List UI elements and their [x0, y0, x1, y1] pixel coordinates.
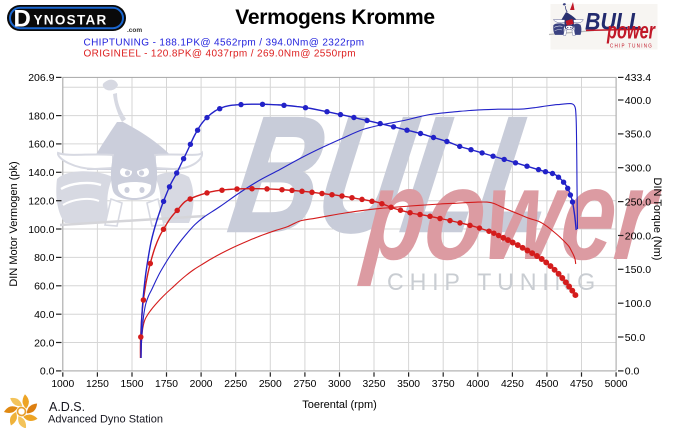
- svg-text:100.0: 100.0: [28, 224, 54, 236]
- svg-text:1250: 1250: [86, 379, 109, 390]
- svg-text:DIN Motor Vermogen (pk): DIN Motor Vermogen (pk): [8, 161, 20, 286]
- svg-text:Advanced Dyno Station: Advanced Dyno Station: [48, 414, 163, 426]
- svg-text:4000: 4000: [466, 379, 489, 390]
- svg-text:120.0: 120.0: [28, 196, 54, 208]
- svg-text:3750: 3750: [432, 379, 455, 390]
- svg-text:D: D: [14, 6, 31, 33]
- svg-text:4500: 4500: [535, 379, 558, 390]
- svg-text:Vermogens Kromme: Vermogens Kromme: [235, 6, 434, 29]
- svg-text:100.0: 100.0: [625, 298, 651, 310]
- svg-text:206.9: 206.9: [28, 72, 54, 84]
- svg-text:5000: 5000: [605, 379, 628, 390]
- svg-text:2000: 2000: [190, 379, 213, 390]
- svg-text:BULL: BULL: [220, 83, 570, 267]
- svg-text:CHIP TUNING: CHIP TUNING: [610, 44, 653, 50]
- svg-text:1750: 1750: [155, 379, 178, 390]
- svg-text:60.0: 60.0: [34, 281, 55, 293]
- svg-text:140.0: 140.0: [28, 167, 54, 179]
- svg-text:80.0: 80.0: [34, 252, 55, 264]
- svg-text:400.0: 400.0: [625, 95, 651, 107]
- svg-text:2250: 2250: [224, 379, 247, 390]
- svg-text:3000: 3000: [328, 379, 351, 390]
- svg-text:4750: 4750: [570, 379, 593, 390]
- svg-text:4250: 4250: [501, 379, 524, 390]
- svg-text:2500: 2500: [259, 379, 282, 390]
- svg-text:power: power: [357, 141, 667, 287]
- svg-text:0.0: 0.0: [625, 366, 640, 378]
- svg-text:CHIP TUNING: CHIP TUNING: [387, 269, 601, 296]
- svg-text:3500: 3500: [397, 379, 420, 390]
- svg-text:0.0: 0.0: [40, 366, 55, 378]
- svg-text:power: power: [606, 18, 655, 44]
- svg-text:350.0: 350.0: [625, 129, 651, 141]
- svg-text:ORIGINEEL - 120.8PK@ 4037rpm: ORIGINEEL - 120.8PK@ 4037rpm / 269.0Nm@ …: [84, 48, 356, 59]
- svg-text:DIN Torque (Nm): DIN Torque (Nm): [651, 178, 663, 261]
- svg-text:150.0: 150.0: [625, 264, 651, 276]
- svg-text:433.4: 433.4: [625, 72, 651, 84]
- svg-text:40.0: 40.0: [34, 309, 55, 321]
- svg-text:1500: 1500: [121, 379, 144, 390]
- svg-text:Toerental (rpm): Toerental (rpm): [302, 399, 377, 411]
- svg-text:CHIPTUNING - 188.1PK@ 4562rpm: CHIPTUNING - 188.1PK@ 4562rpm / 394.0Nm@…: [84, 38, 365, 49]
- svg-text:250.0: 250.0: [625, 196, 651, 208]
- svg-text:BULL: BULL: [585, 9, 642, 36]
- svg-text:.com: .com: [127, 27, 142, 34]
- svg-text:2750: 2750: [293, 379, 316, 390]
- svg-text:1000: 1000: [51, 379, 74, 390]
- svg-text:300.0: 300.0: [625, 163, 651, 175]
- svg-text:160.0: 160.0: [28, 139, 54, 151]
- svg-text:50.0: 50.0: [625, 332, 646, 344]
- svg-text:20.0: 20.0: [34, 337, 55, 349]
- svg-text:A.D.S.: A.D.S.: [49, 400, 85, 414]
- svg-text:YNOSTAR: YNOSTAR: [34, 13, 108, 28]
- svg-text:180.0: 180.0: [28, 110, 54, 122]
- svg-text:3250: 3250: [363, 379, 386, 390]
- svg-text:200.0: 200.0: [625, 230, 651, 242]
